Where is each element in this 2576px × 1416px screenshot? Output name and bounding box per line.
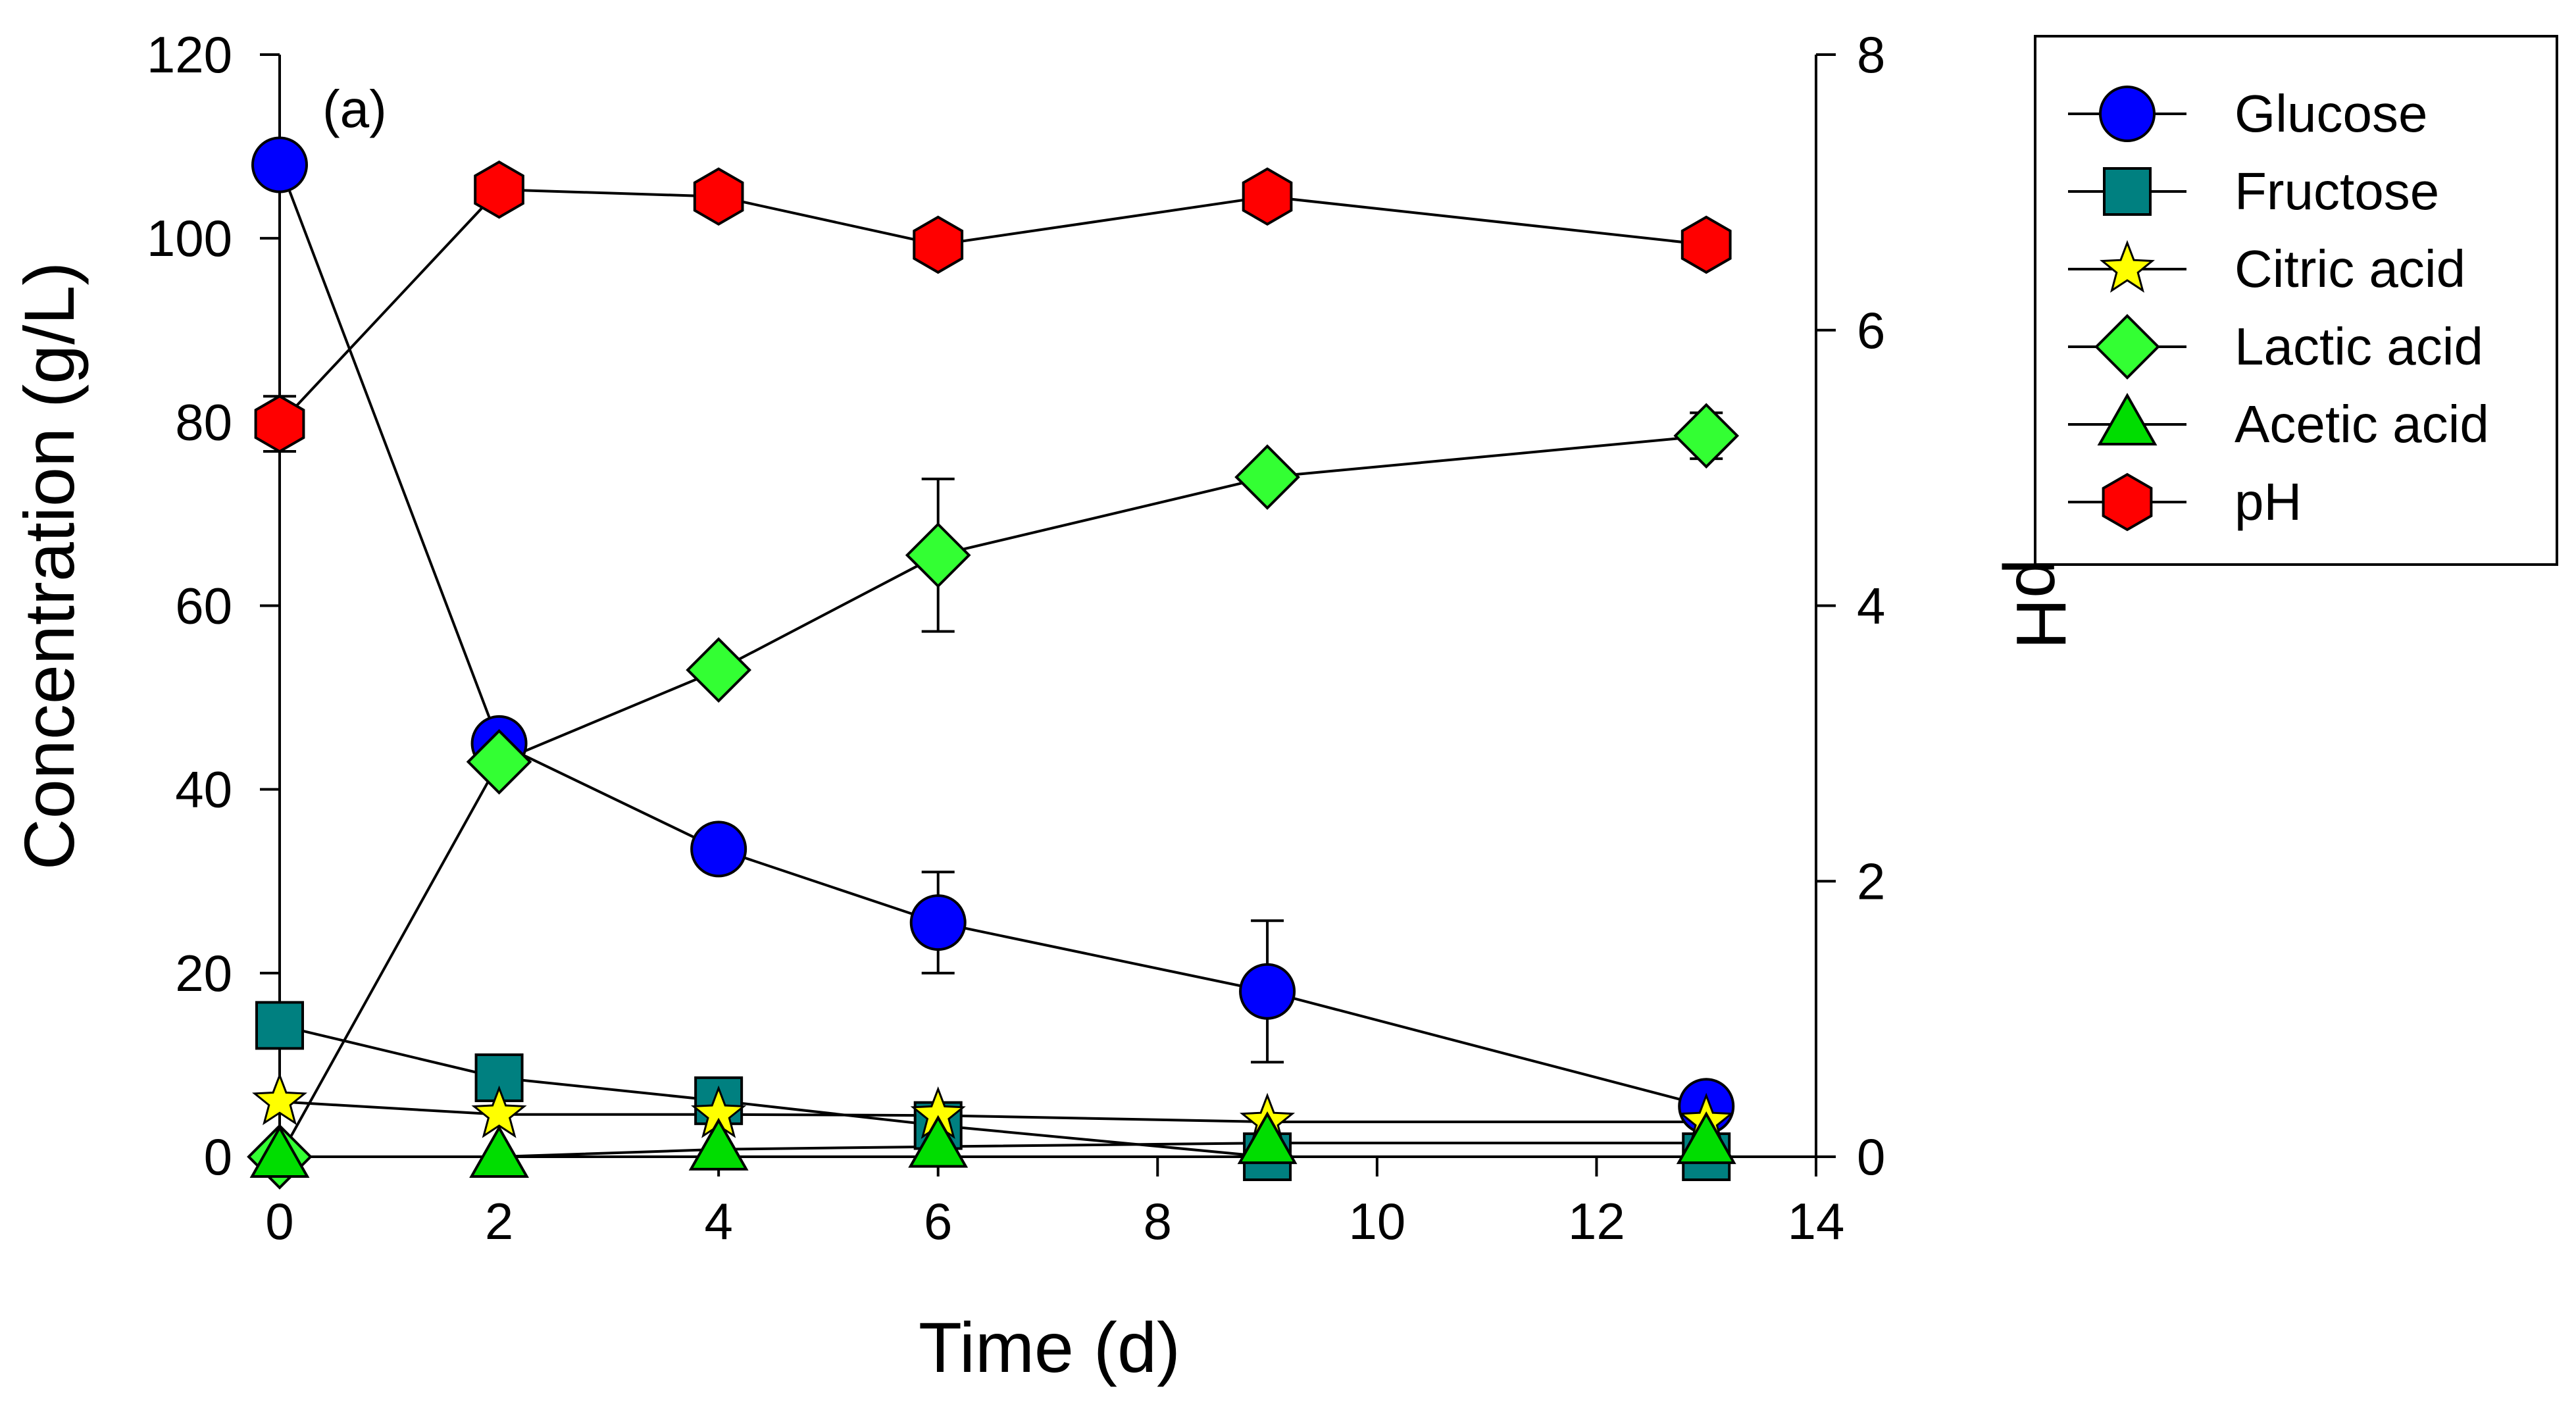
legend-marker-acetic-acid [2097,392,2158,445]
ph-point [474,160,524,219]
citric-acid-point [251,1073,308,1125]
glucose-point [690,821,747,878]
lactic-acid-point [1234,444,1300,510]
acetic-acid-point [249,1125,310,1178]
lactic-acid-point [686,637,751,703]
x-tick-label: 10 [1348,1192,1405,1250]
y2-tick-label: 0 [1857,1128,1885,1186]
legend-marker-fructose [2103,167,2152,216]
x-tick-label: 4 [704,1192,732,1250]
y-tick-label: 40 [175,761,232,819]
citric-acid-series-line [279,1100,1707,1123]
legend-label-ph: pH [2235,472,2302,531]
y-tick-label: 80 [175,393,232,451]
y-tick-label: 0 [204,1128,232,1186]
acetic-acid-point [908,1115,969,1168]
legend-label-glucose: Glucose [2235,84,2427,143]
acetic-acid-point [1237,1111,1298,1165]
y2-axis-title: pH [2002,559,2081,649]
legend-marker-citric-acid [2100,240,2155,293]
ph-point [693,167,744,226]
lactic-acid-point [905,522,971,588]
glucose-point [1239,963,1296,1020]
acetic-acid-series-line [280,1142,1707,1158]
y2-tick-label: 2 [1857,852,1885,910]
y-axis-title: Concentration (g/L) [9,262,89,871]
panel-label: (a) [322,80,387,138]
lactic-acid-series-line [278,434,1707,1157]
legend-marker-glucose [2099,86,2156,142]
x-axis-title: Time (d) [919,1307,1180,1387]
x-tick-label: 2 [485,1192,513,1250]
acetic-acid-point [469,1125,530,1178]
legend-label-fructose: Fructose [2235,162,2439,220]
x-tick-label: 8 [1144,1192,1172,1250]
x-tick-label: 6 [924,1192,952,1250]
ph-series-line [278,188,1707,425]
glucose-point [909,894,967,951]
y-tick-label: 120 [147,26,232,84]
fructose-point [474,1053,524,1102]
legend-label-acetic-acid: Acetic acid [2235,395,2489,453]
fructose-series-line [279,1024,1707,1158]
legend-label-citric-acid: Citric acid [2235,240,2465,298]
legend-marker-ph [2102,472,2153,532]
acetic-acid-point [1676,1111,1736,1165]
x-tick-label: 0 [265,1192,293,1250]
ph-point [254,394,305,453]
y2-tick-label: 8 [1857,26,1885,84]
x-tick-label: 14 [1788,1192,1845,1250]
lactic-acid-point [1673,403,1740,469]
glucose-series-line [278,164,1707,1108]
y2-tick-label: 6 [1857,301,1885,359]
ph-point [1680,215,1732,274]
ph-point [1242,167,1293,226]
fructose-point [255,1001,304,1050]
x-tick-label: 12 [1568,1192,1625,1250]
acetic-acid-point [688,1117,749,1171]
legend-marker-lactic-acid [2094,314,2160,380]
ph-point [913,215,964,274]
y-tick-label: 100 [147,209,232,267]
lactic-acid-point [466,728,532,795]
glucose-point [251,136,308,193]
y-tick-label: 20 [175,944,232,1002]
legend-label-lactic-acid: Lactic acid [2235,317,2483,376]
y2-tick-label: 4 [1857,577,1885,635]
y-tick-label: 60 [175,577,232,635]
